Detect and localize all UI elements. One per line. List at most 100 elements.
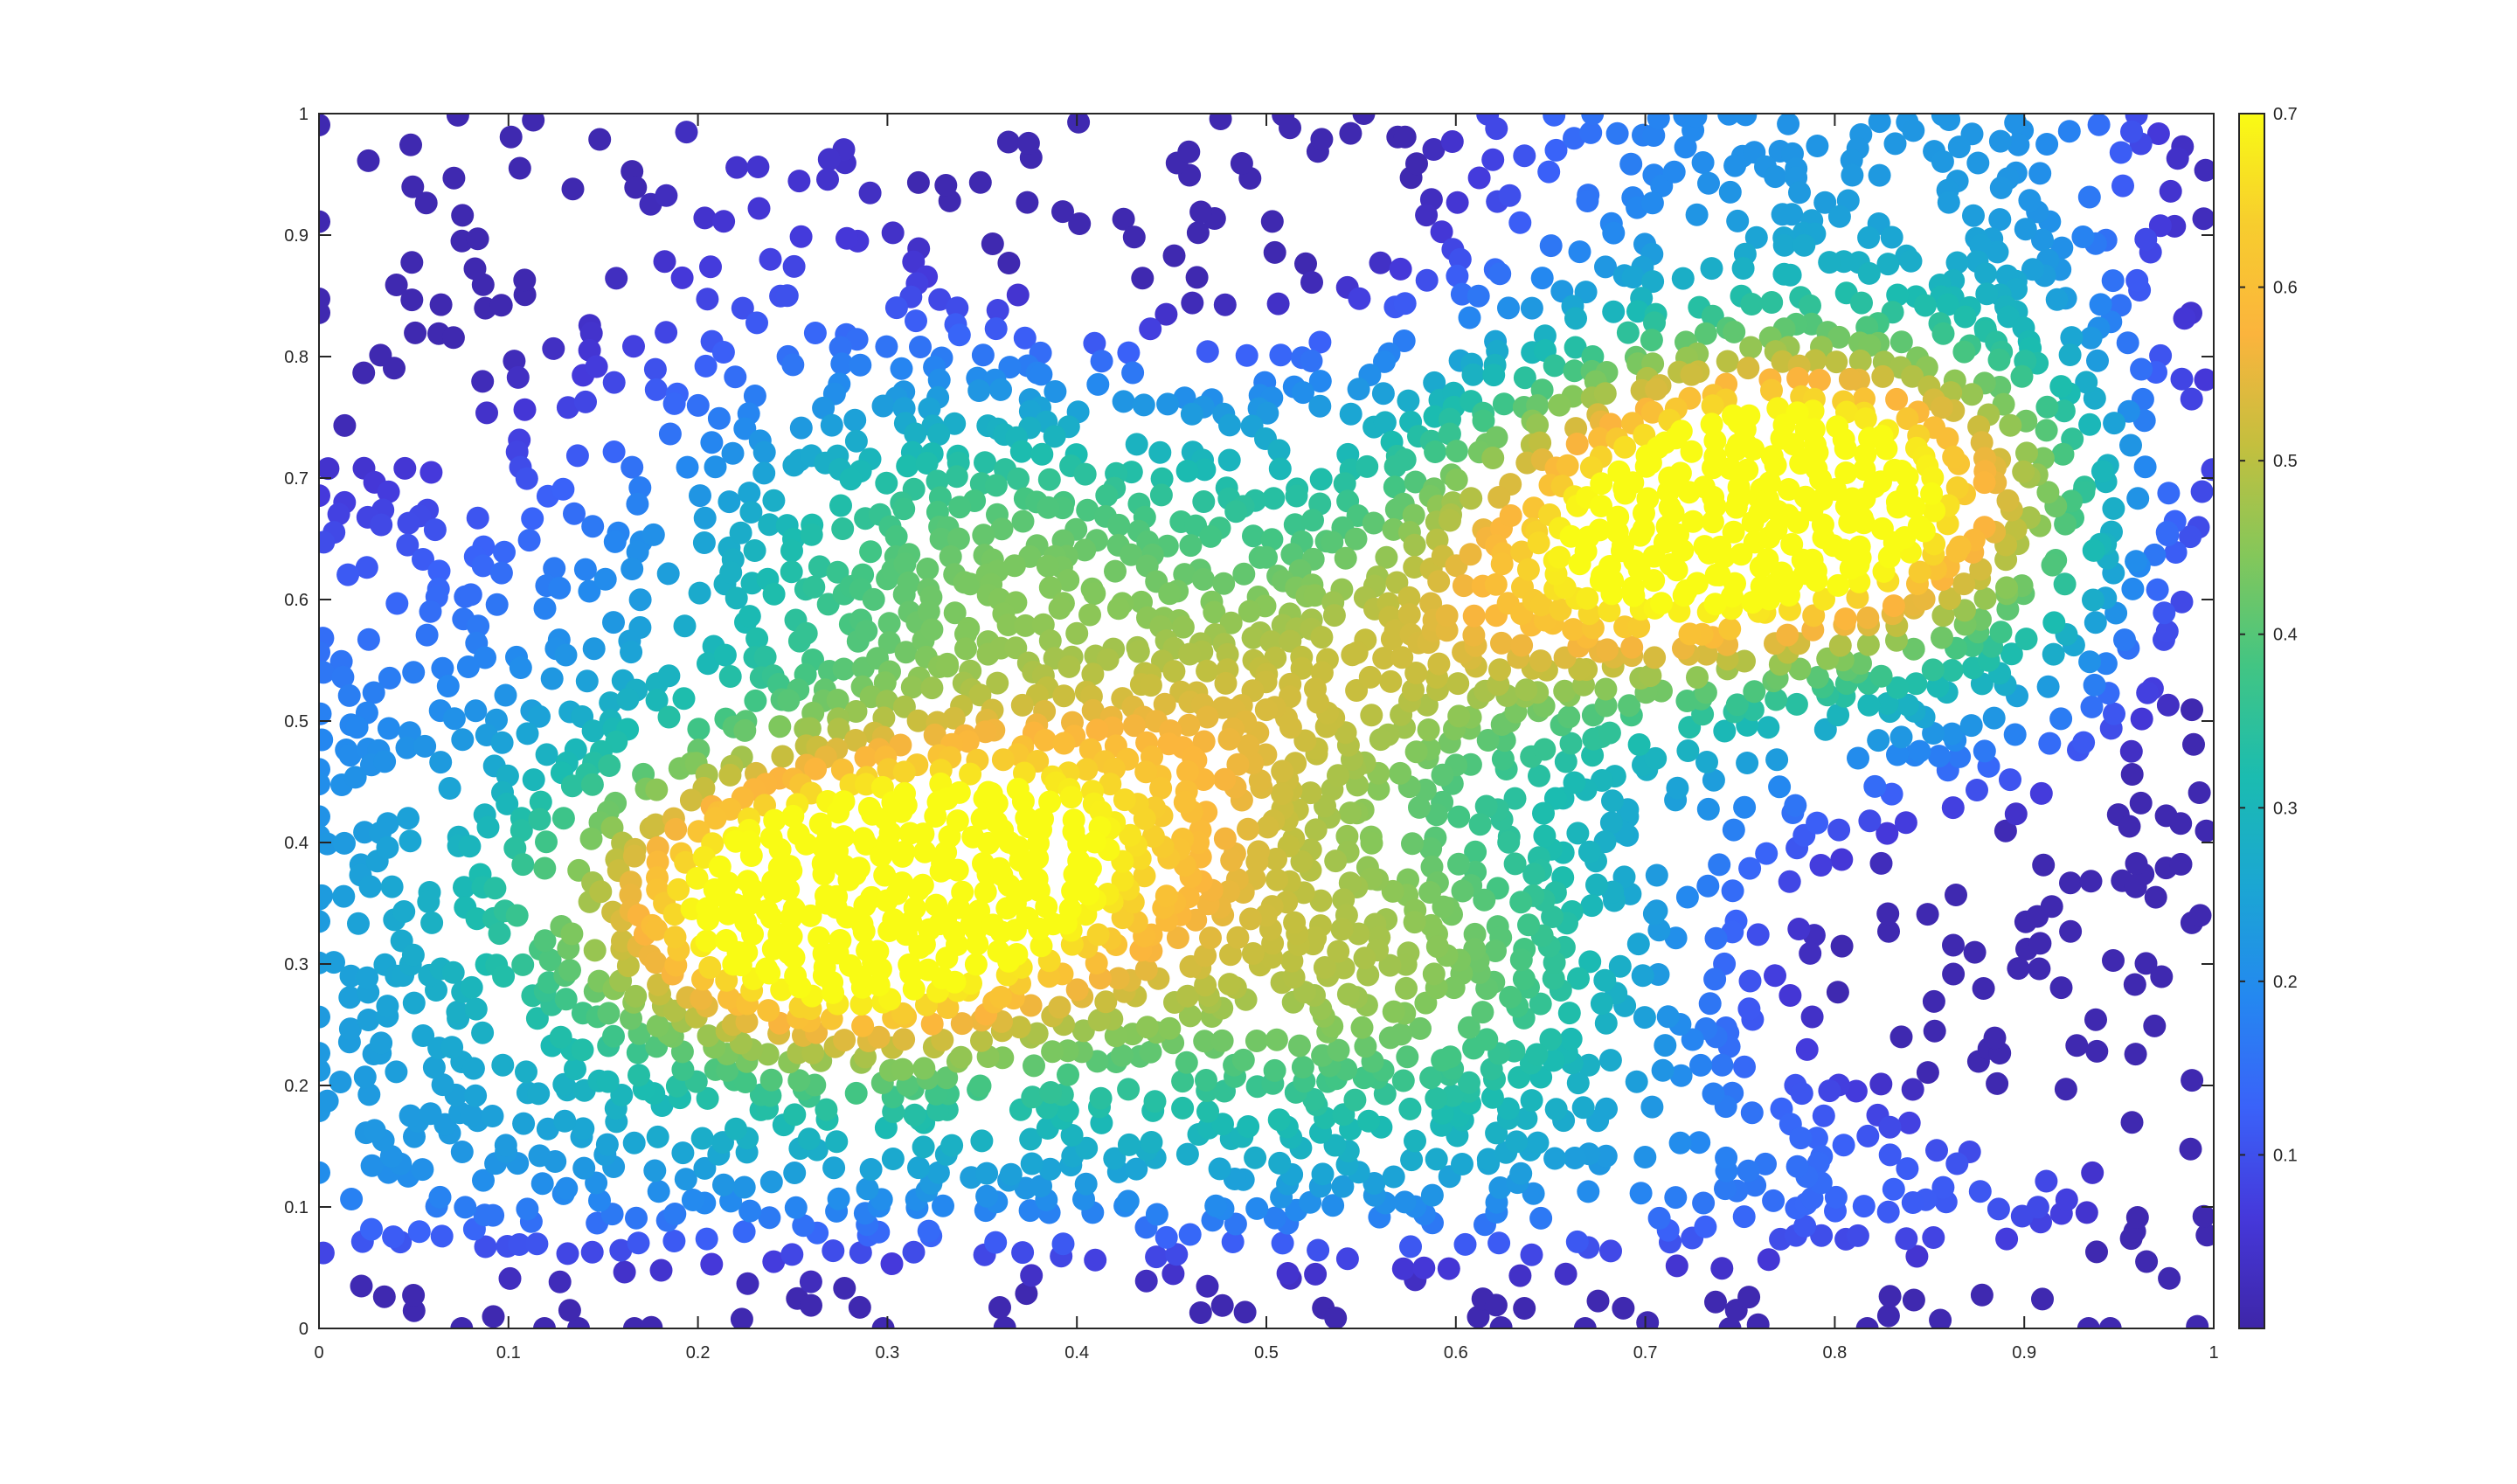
scatter-point <box>697 1024 720 1048</box>
scatter-point <box>533 856 557 880</box>
scatter-point <box>1484 572 1508 596</box>
scatter-point <box>616 688 640 711</box>
scatter-point <box>1942 933 1965 957</box>
scatter-point <box>2103 412 2126 435</box>
scatter-point <box>2054 1078 2077 1101</box>
scatter-point <box>1442 976 1466 1000</box>
scatter-point <box>1916 1061 1939 1085</box>
scatter-point <box>1081 662 1105 686</box>
scatter-point <box>1593 382 1617 406</box>
scatter-point <box>1886 676 1910 699</box>
scatter-point <box>946 527 970 551</box>
scatter-point <box>1869 851 1893 875</box>
scatter-point <box>345 716 369 739</box>
scatter-point <box>906 709 930 732</box>
scatter-point <box>442 707 466 731</box>
scatter-point <box>829 336 852 359</box>
scatter-point <box>733 718 757 742</box>
scatter-point <box>2087 114 2111 136</box>
scatter-point <box>2180 387 2203 411</box>
scatter-point <box>1987 348 2011 371</box>
scatter-point <box>525 1232 549 1256</box>
scatter-point <box>1704 926 1728 950</box>
scatter-point <box>1973 471 1996 495</box>
scatter-point <box>800 1293 822 1317</box>
scatter-point <box>884 296 908 320</box>
scatter-point <box>1490 552 1514 576</box>
scatter-point <box>2169 812 2193 836</box>
scatter-point <box>1645 863 1668 887</box>
scatter-point <box>458 835 482 858</box>
scatter-point <box>1780 532 1804 556</box>
scatter-point <box>1293 729 1317 752</box>
scatter-point <box>1343 1088 1367 1112</box>
scatter-point <box>1175 460 1199 482</box>
scatter-point <box>624 176 648 199</box>
scatter-point <box>1439 1045 1462 1069</box>
scatter-point <box>1149 483 1173 507</box>
scatter-point <box>1882 594 1905 618</box>
scatter-point <box>602 1024 625 1048</box>
scatter-point <box>1081 698 1105 722</box>
scatter-point <box>1854 407 1877 431</box>
scatter-point <box>1877 919 1900 943</box>
scatter-point <box>859 540 883 564</box>
scatter-point <box>2085 1240 2108 1264</box>
scatter-point <box>516 1197 539 1221</box>
scatter-point <box>621 558 644 580</box>
scatter-point <box>1642 124 1666 147</box>
scatter-point <box>2166 147 2189 170</box>
scatter-point <box>613 1260 636 1284</box>
scatter-point <box>1621 576 1645 600</box>
scatter-point <box>472 1168 495 1192</box>
scatter-point <box>1327 764 1349 787</box>
scatter-point <box>656 562 680 586</box>
scatter-point <box>891 1058 914 1081</box>
scatter-point <box>363 1119 386 1142</box>
scatter-point <box>554 643 578 667</box>
scatter-point <box>419 1102 442 1126</box>
scatter-point <box>1213 293 1237 316</box>
scatter-point <box>1513 1297 1536 1320</box>
scatter-point <box>822 1239 845 1263</box>
scatter-point <box>747 197 771 220</box>
scatter-point <box>626 1041 649 1064</box>
scatter-point <box>877 631 901 655</box>
scatter-point <box>2078 413 2102 436</box>
scatter-point <box>428 1185 452 1209</box>
scatter-point <box>974 880 997 904</box>
scatter-point <box>798 717 822 740</box>
scatter-point <box>427 559 451 583</box>
scatter-point <box>573 558 597 581</box>
scatter-point <box>1686 666 1709 690</box>
scatter-point <box>1945 1152 1969 1175</box>
scatter-point <box>1788 181 1811 205</box>
scatter-point <box>1897 1111 1921 1134</box>
scatter-point <box>1739 336 1763 359</box>
scatter-point <box>777 941 801 965</box>
scatter-point <box>319 641 330 664</box>
scatter-point <box>1427 652 1451 676</box>
scatter-point <box>1765 748 1789 772</box>
scatter-point <box>1099 773 1122 796</box>
scatter-point <box>2146 122 2170 145</box>
scatter-point <box>663 1203 687 1225</box>
scatter-point <box>1073 538 1097 562</box>
scatter-point <box>2058 343 2082 366</box>
scatter-point <box>1166 926 1189 949</box>
scatter-point <box>663 926 687 949</box>
scatter-point <box>2135 1250 2159 1273</box>
scatter-point <box>319 884 334 907</box>
scatter-point <box>1921 658 1945 682</box>
scatter-point <box>1476 1148 1500 1171</box>
scatter-point <box>1830 934 1854 958</box>
scatter-point <box>2038 732 2062 755</box>
scatter-point <box>782 454 806 477</box>
scatter-point <box>1731 257 1755 280</box>
scatter-point <box>1503 852 1527 876</box>
scatter-point <box>848 856 870 880</box>
scatter-point <box>1133 807 1156 830</box>
scatter-point <box>1802 418 1826 441</box>
scatter-point <box>1106 967 1130 990</box>
scatter-point <box>1018 399 1042 423</box>
